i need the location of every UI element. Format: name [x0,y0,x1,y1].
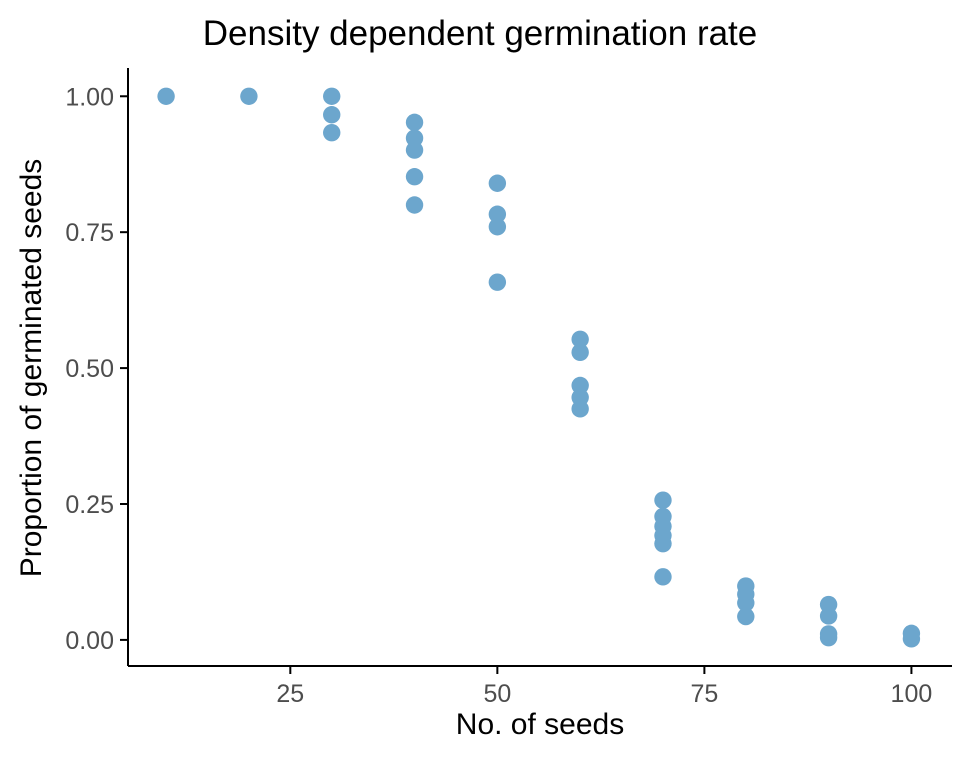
data-point [323,106,341,124]
data-point [488,174,507,192]
data-point [488,205,507,223]
x-tick-label: 25 [276,680,304,708]
data-point [654,534,672,553]
data-point [405,113,424,132]
x-tick-label: 75 [690,680,718,708]
y-tick-label: 0.00 [65,627,114,655]
data-point [571,330,589,348]
data-point [654,568,672,586]
x-axis-label: No. of seeds [455,708,625,741]
data-point [819,629,838,647]
y-tick-label: 0.50 [65,355,114,383]
data-point [488,218,507,236]
data-point [405,141,424,159]
data-point [571,376,589,395]
data-point [737,607,755,626]
data-point [157,87,175,105]
data-point [737,594,755,612]
data-point [323,123,341,142]
data-point [240,87,258,105]
data-point [405,168,424,186]
data-point [571,400,589,418]
data-point [405,196,424,214]
data-point [571,343,589,362]
y-tick-label: 0.75 [65,219,114,247]
x-tick-label: 50 [483,680,511,708]
data-point [819,607,838,625]
y-tick-label: 0.25 [65,491,114,519]
y-tick-label: 1.00 [65,83,114,111]
data-point [654,491,672,509]
x-tick-label: 100 [891,680,933,708]
chart-title: Density dependent germination rate [202,14,758,53]
data-point [323,87,341,105]
y-axis-label: Proportion of germinated seeds [15,158,48,578]
data-point [902,630,921,648]
data-point [488,273,507,291]
data-point [405,129,424,147]
